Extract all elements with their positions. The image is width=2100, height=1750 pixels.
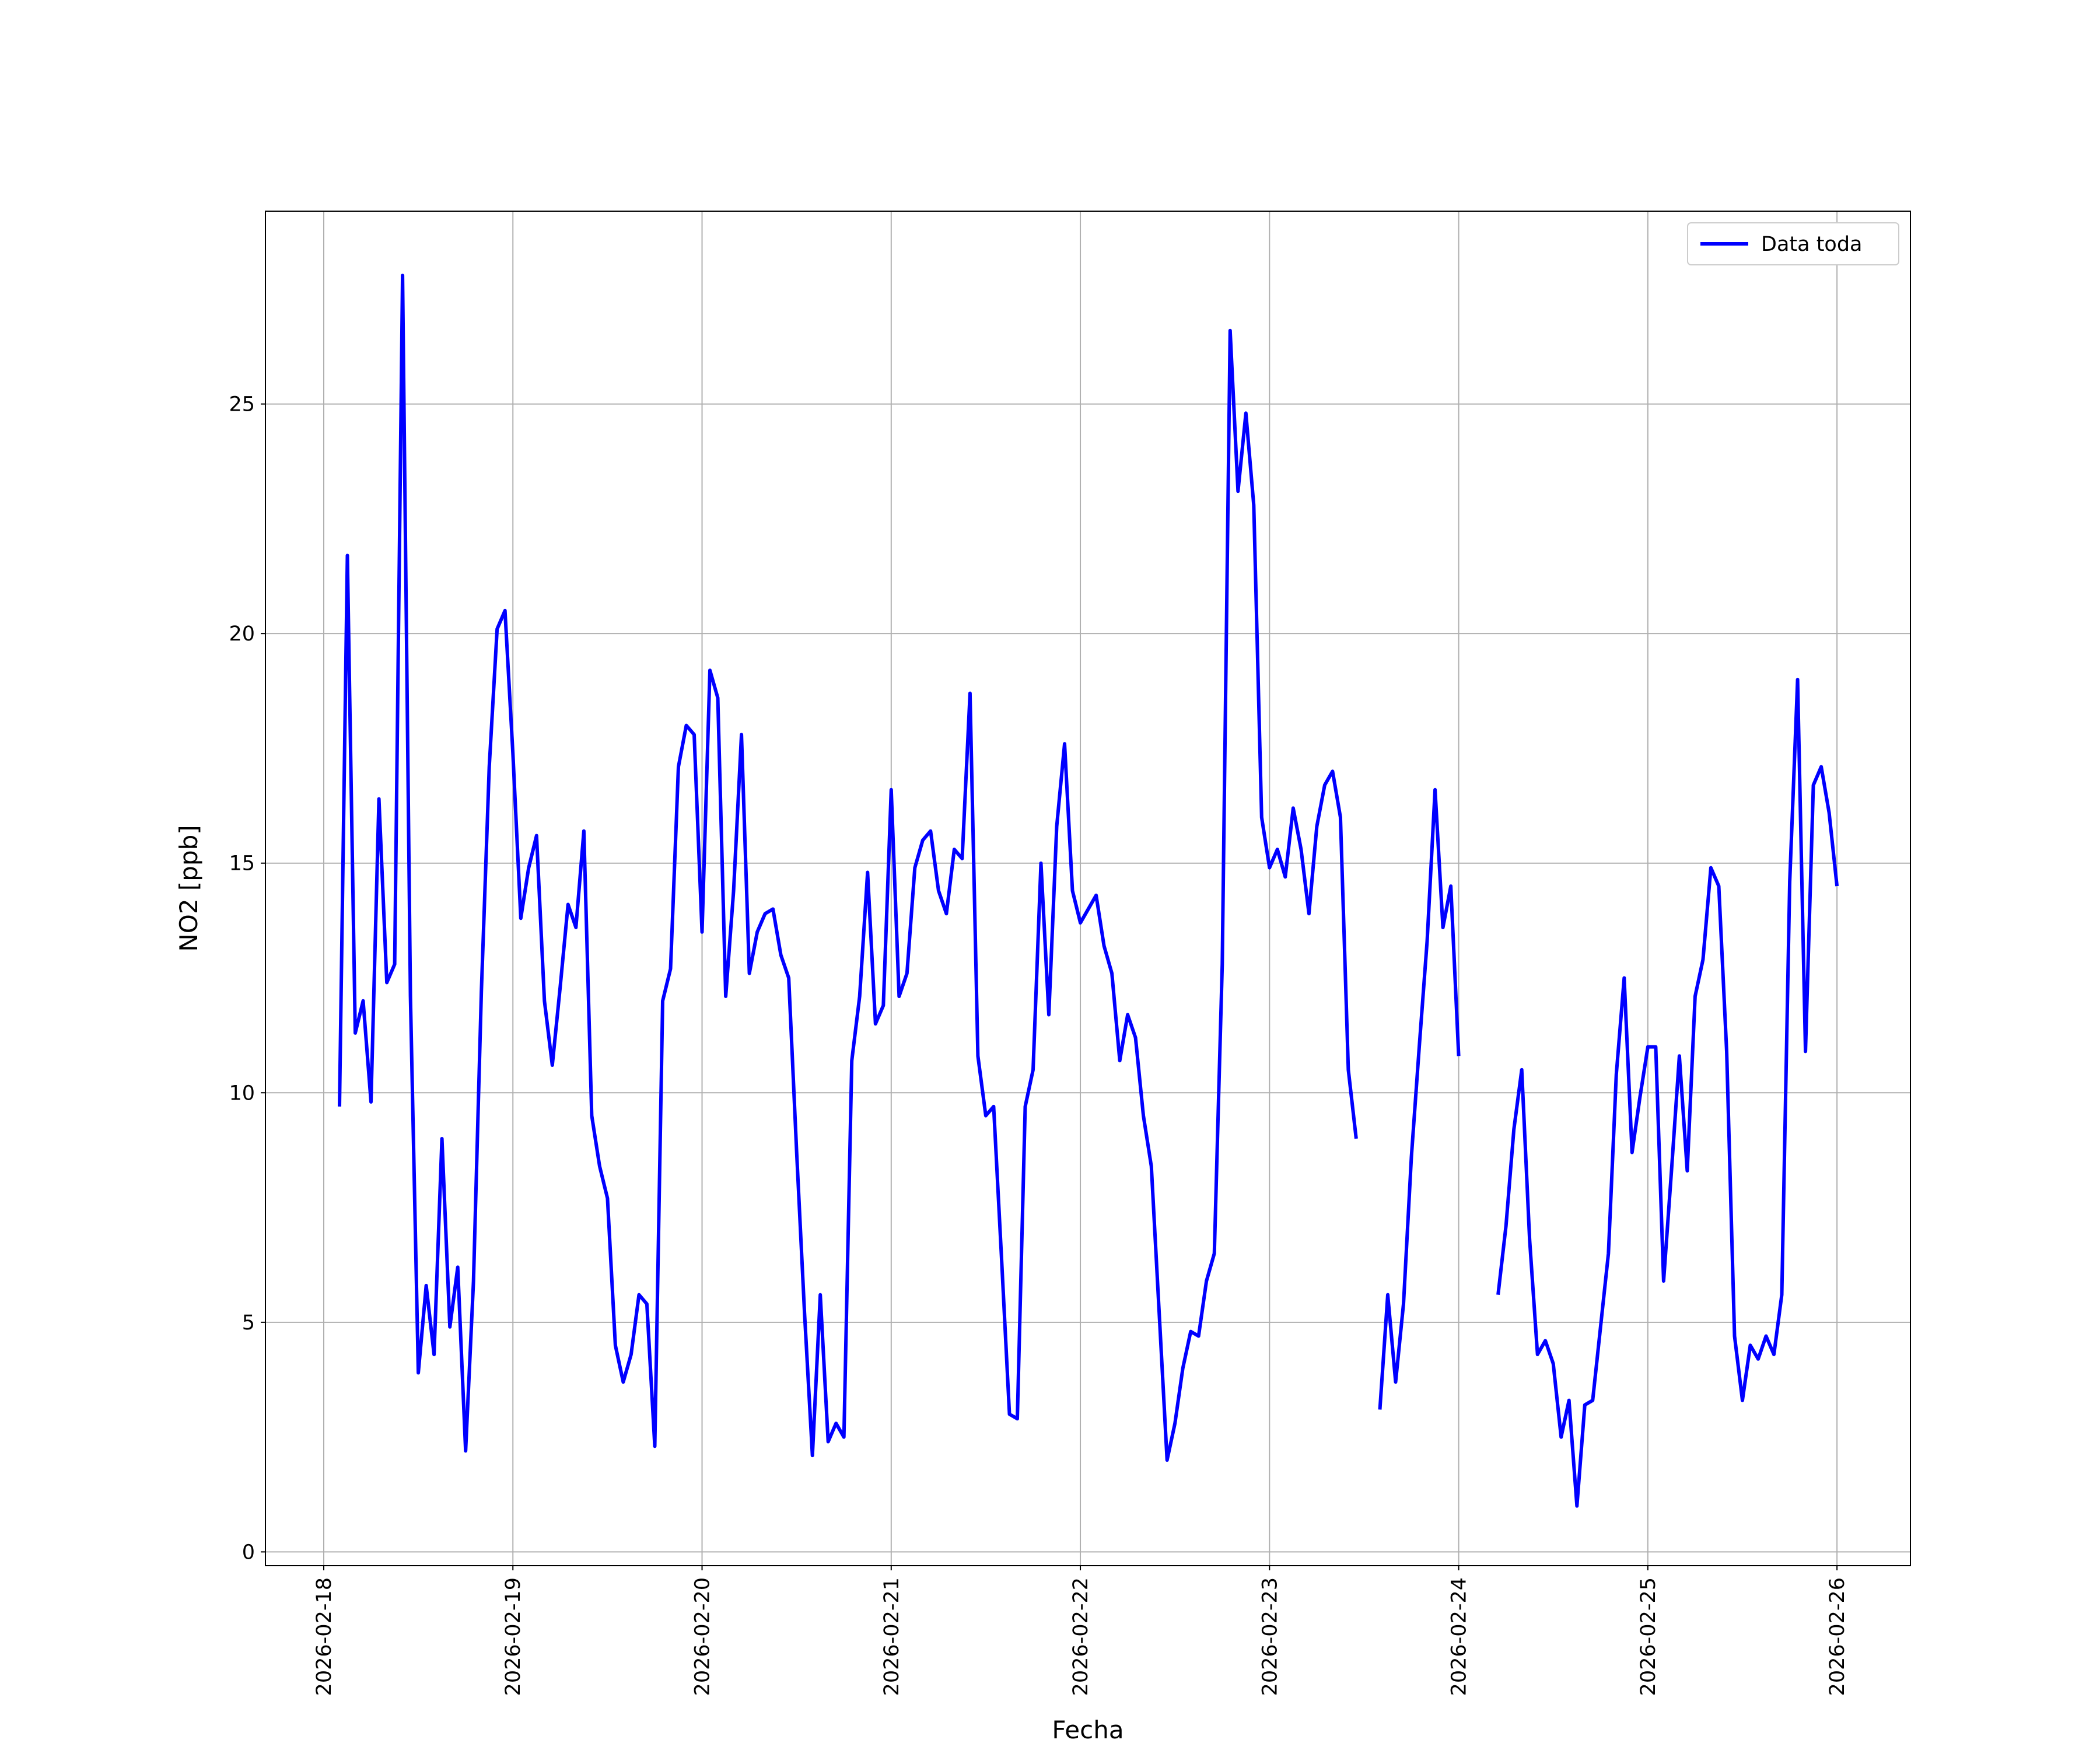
x-tick-label: 2026-02-23 [1258,1577,1282,1696]
legend-box [1687,222,1899,265]
x-tick-label: 2026-02-20 [691,1577,715,1696]
x-tick-label: 2026-02-19 [502,1577,525,1696]
plot-frame [265,211,1911,1566]
y-tick-label: 20 [229,622,255,646]
x-tick-label: 2026-02-26 [1826,1577,1849,1696]
x-tick-label: 2026-02-18 [313,1577,336,1696]
legend-label: Data toda [1761,233,1863,256]
y-tick-label: 10 [229,1082,255,1105]
x-tick-label: 2026-02-24 [1448,1577,1471,1696]
y-tick-label: 15 [229,852,255,876]
y-tick-label: 0 [242,1541,255,1564]
y-tick-label: 25 [229,393,255,416]
x-tick-label: 2026-02-22 [1069,1577,1093,1696]
x-tick-label: 2026-02-21 [880,1577,904,1696]
y-tick-label: 5 [242,1311,255,1335]
x-tick-label: 2026-02-25 [1637,1577,1660,1696]
x-axis-label: Fecha [1052,1716,1124,1744]
data-line [338,274,1839,1508]
y-axis-label: NO2 [ppb] [174,825,203,951]
